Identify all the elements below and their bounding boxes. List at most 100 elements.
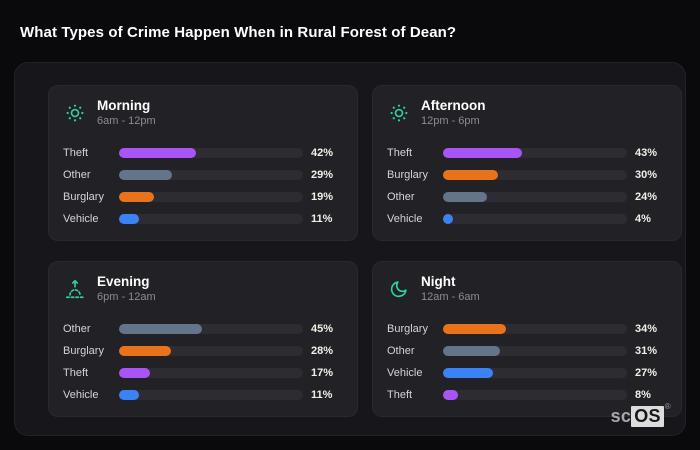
bar-row: Burglary 19% bbox=[63, 186, 343, 208]
bar-fill bbox=[119, 323, 202, 334]
bar-fill bbox=[443, 213, 453, 224]
bar-row: Other 31% bbox=[387, 340, 667, 362]
bar-fill bbox=[119, 367, 151, 378]
bar-track bbox=[443, 367, 627, 378]
panel-header: Morning 6am - 12pm bbox=[63, 98, 343, 129]
bar-track bbox=[443, 169, 627, 180]
bar-track bbox=[443, 345, 627, 356]
bar-fill bbox=[443, 191, 488, 202]
page-title: What Types of Crime Happen When in Rural… bbox=[20, 24, 457, 41]
bar-fill bbox=[119, 191, 154, 202]
bar-row: Other 24% bbox=[387, 186, 667, 208]
bar-row: Vehicle 11% bbox=[63, 208, 343, 230]
time-panel-evening: Evening 6pm - 12am Other 45% Burglary 28% Thef… bbox=[48, 261, 358, 417]
bar-track bbox=[119, 191, 303, 202]
registered-trademark-symbol: ® bbox=[664, 402, 671, 411]
bar-label: Burglary bbox=[387, 322, 428, 335]
bar-value: 19% bbox=[311, 190, 334, 203]
bar-row: Burglary 30% bbox=[387, 164, 667, 186]
bar-list: Other 45% Burglary 28% Theft 17% Vehicle 11% bbox=[63, 318, 343, 406]
bar-value: 24% bbox=[635, 190, 658, 203]
bar-row: Other 29% bbox=[63, 164, 343, 186]
bar-fill bbox=[119, 345, 171, 356]
panel-title: Evening bbox=[97, 274, 150, 289]
bar-track bbox=[443, 191, 627, 202]
bar-row: Theft 42% bbox=[63, 142, 343, 164]
bar-label: Vehicle bbox=[387, 212, 423, 225]
bar-row: Theft 17% bbox=[63, 362, 343, 384]
time-panel-night: Night 12am - 6am Burglary 34% Other 31% Vehicl… bbox=[372, 261, 682, 417]
bar-value: 27% bbox=[635, 366, 658, 379]
bar-label: Burglary bbox=[387, 168, 428, 181]
bar-value: 8% bbox=[635, 388, 651, 401]
bar-row: Vehicle 4% bbox=[387, 208, 667, 230]
brand-prefix: sc bbox=[610, 406, 632, 426]
time-panel-morning: Morning 6am - 12pm Theft 42% Other 29% Burglar… bbox=[48, 85, 358, 241]
bar-list: Theft 43% Burglary 30% Other 24% Vehicle 4% bbox=[387, 142, 667, 230]
time-panel-afternoon: Afternoon 12pm - 6pm Theft 43% Burglary 30% Ot… bbox=[372, 85, 682, 241]
bar-track bbox=[443, 147, 627, 158]
bar-list: Burglary 34% Other 31% Vehicle 27% Theft 8% bbox=[387, 318, 667, 406]
brand-suffix: OS bbox=[631, 406, 664, 427]
bar-value: 43% bbox=[635, 146, 658, 159]
bar-label: Vehicle bbox=[63, 388, 99, 401]
bar-label: Vehicle bbox=[63, 212, 99, 225]
bar-fill bbox=[443, 389, 458, 400]
bar-label: Theft bbox=[387, 146, 413, 159]
bar-row: Theft 8% bbox=[387, 384, 667, 406]
bar-value: 28% bbox=[311, 344, 334, 357]
sun-icon bbox=[63, 101, 87, 125]
bar-fill bbox=[443, 323, 506, 334]
bar-track bbox=[119, 345, 303, 356]
bar-label: Theft bbox=[63, 366, 89, 379]
panel-title: Morning bbox=[97, 98, 151, 113]
panel-subtitle: 6pm - 12am bbox=[97, 290, 156, 303]
bar-fill bbox=[119, 389, 140, 400]
bar-track bbox=[443, 213, 627, 224]
panel-subtitle: 12pm - 6pm bbox=[421, 114, 480, 127]
bar-value: 4% bbox=[635, 212, 651, 225]
panel-header: Afternoon 12pm - 6pm bbox=[387, 98, 667, 129]
bar-fill bbox=[119, 169, 173, 180]
bar-label: Other bbox=[387, 190, 415, 203]
bar-label: Other bbox=[387, 344, 415, 357]
bar-value: 17% bbox=[311, 366, 334, 379]
bar-label: Burglary bbox=[63, 190, 104, 203]
bar-label: Vehicle bbox=[387, 366, 423, 379]
bar-label: Burglary bbox=[63, 344, 104, 357]
bar-value: 11% bbox=[311, 388, 333, 401]
bar-fill bbox=[443, 147, 523, 158]
bar-track bbox=[119, 147, 303, 158]
bar-value: 31% bbox=[635, 344, 658, 357]
bar-list: Theft 42% Other 29% Burglary 19% Vehicle 11% bbox=[63, 142, 343, 230]
panel-title: Night bbox=[421, 274, 456, 289]
bar-value: 29% bbox=[311, 168, 334, 181]
bar-row: Burglary 34% bbox=[387, 318, 667, 340]
bar-value: 11% bbox=[311, 212, 333, 225]
panel-subtitle: 6am - 12pm bbox=[97, 114, 156, 127]
bar-value: 42% bbox=[311, 146, 334, 159]
bar-label: Other bbox=[63, 168, 91, 181]
panel-title: Afternoon bbox=[421, 98, 486, 113]
bar-label: Theft bbox=[387, 388, 413, 401]
panel-header: Evening 6pm - 12am bbox=[63, 274, 343, 305]
bar-fill bbox=[119, 213, 140, 224]
bar-row: Theft 43% bbox=[387, 142, 667, 164]
bar-row: Vehicle 27% bbox=[387, 362, 667, 384]
bar-value: 34% bbox=[635, 322, 658, 335]
panel-header: Night 12am - 6am bbox=[387, 274, 667, 305]
bar-track bbox=[119, 213, 303, 224]
bar-track bbox=[119, 367, 303, 378]
panel-subtitle: 12am - 6am bbox=[421, 290, 480, 303]
bar-track bbox=[443, 389, 627, 400]
crime-dashboard-card: Morning 6am - 12pm Theft 42% Other 29% Burglar… bbox=[14, 62, 686, 436]
sunrise-icon bbox=[63, 277, 87, 301]
brand-logo: sc OS ® bbox=[610, 402, 671, 427]
sun-icon bbox=[387, 101, 411, 125]
bar-track bbox=[119, 169, 303, 180]
bar-fill bbox=[119, 147, 197, 158]
bar-label: Other bbox=[63, 322, 91, 335]
bar-row: Other 45% bbox=[63, 318, 343, 340]
bar-value: 45% bbox=[311, 322, 334, 335]
bar-fill bbox=[443, 367, 493, 378]
